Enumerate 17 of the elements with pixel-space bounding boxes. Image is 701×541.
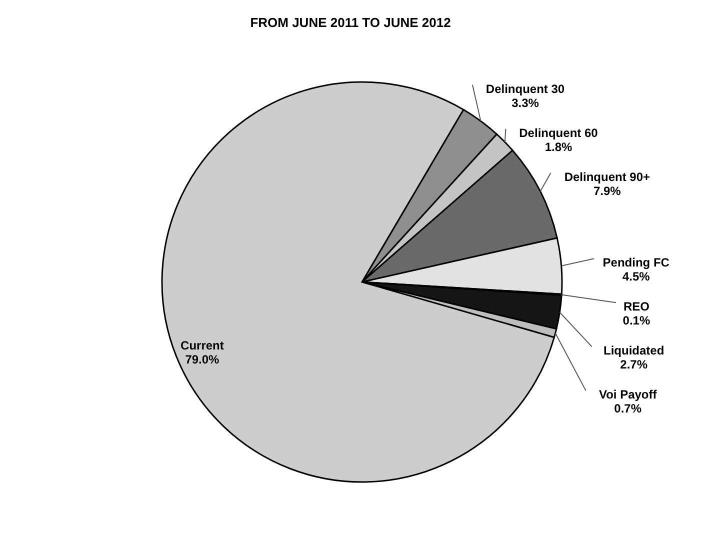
slice-label: Current	[180, 338, 224, 353]
data-label: 3.3%	[512, 96, 540, 110]
slice-label: REO	[623, 300, 650, 314]
data-label: 2.7%	[620, 358, 648, 372]
slice-label: Pending FC	[602, 256, 670, 270]
chart-title: FROM JUNE 2011 TO JUNE 2012	[250, 15, 451, 30]
slice-label: Liquidated	[604, 344, 664, 358]
slice-label: Delinquent 60	[519, 126, 598, 140]
data-label: 0.7%	[614, 402, 642, 416]
data-label: 4.5%	[622, 270, 650, 284]
data-label: 0.1%	[622, 314, 650, 328]
data-label: 1.8%	[544, 140, 572, 154]
data-label: 79.0%	[185, 352, 220, 367]
slice-label: Delinquent 30	[486, 82, 565, 96]
data-label: 7.9%	[593, 184, 622, 198]
slice-label: Voi Payoff	[598, 388, 658, 402]
slice-label: Delinquent 90+	[564, 170, 650, 184]
